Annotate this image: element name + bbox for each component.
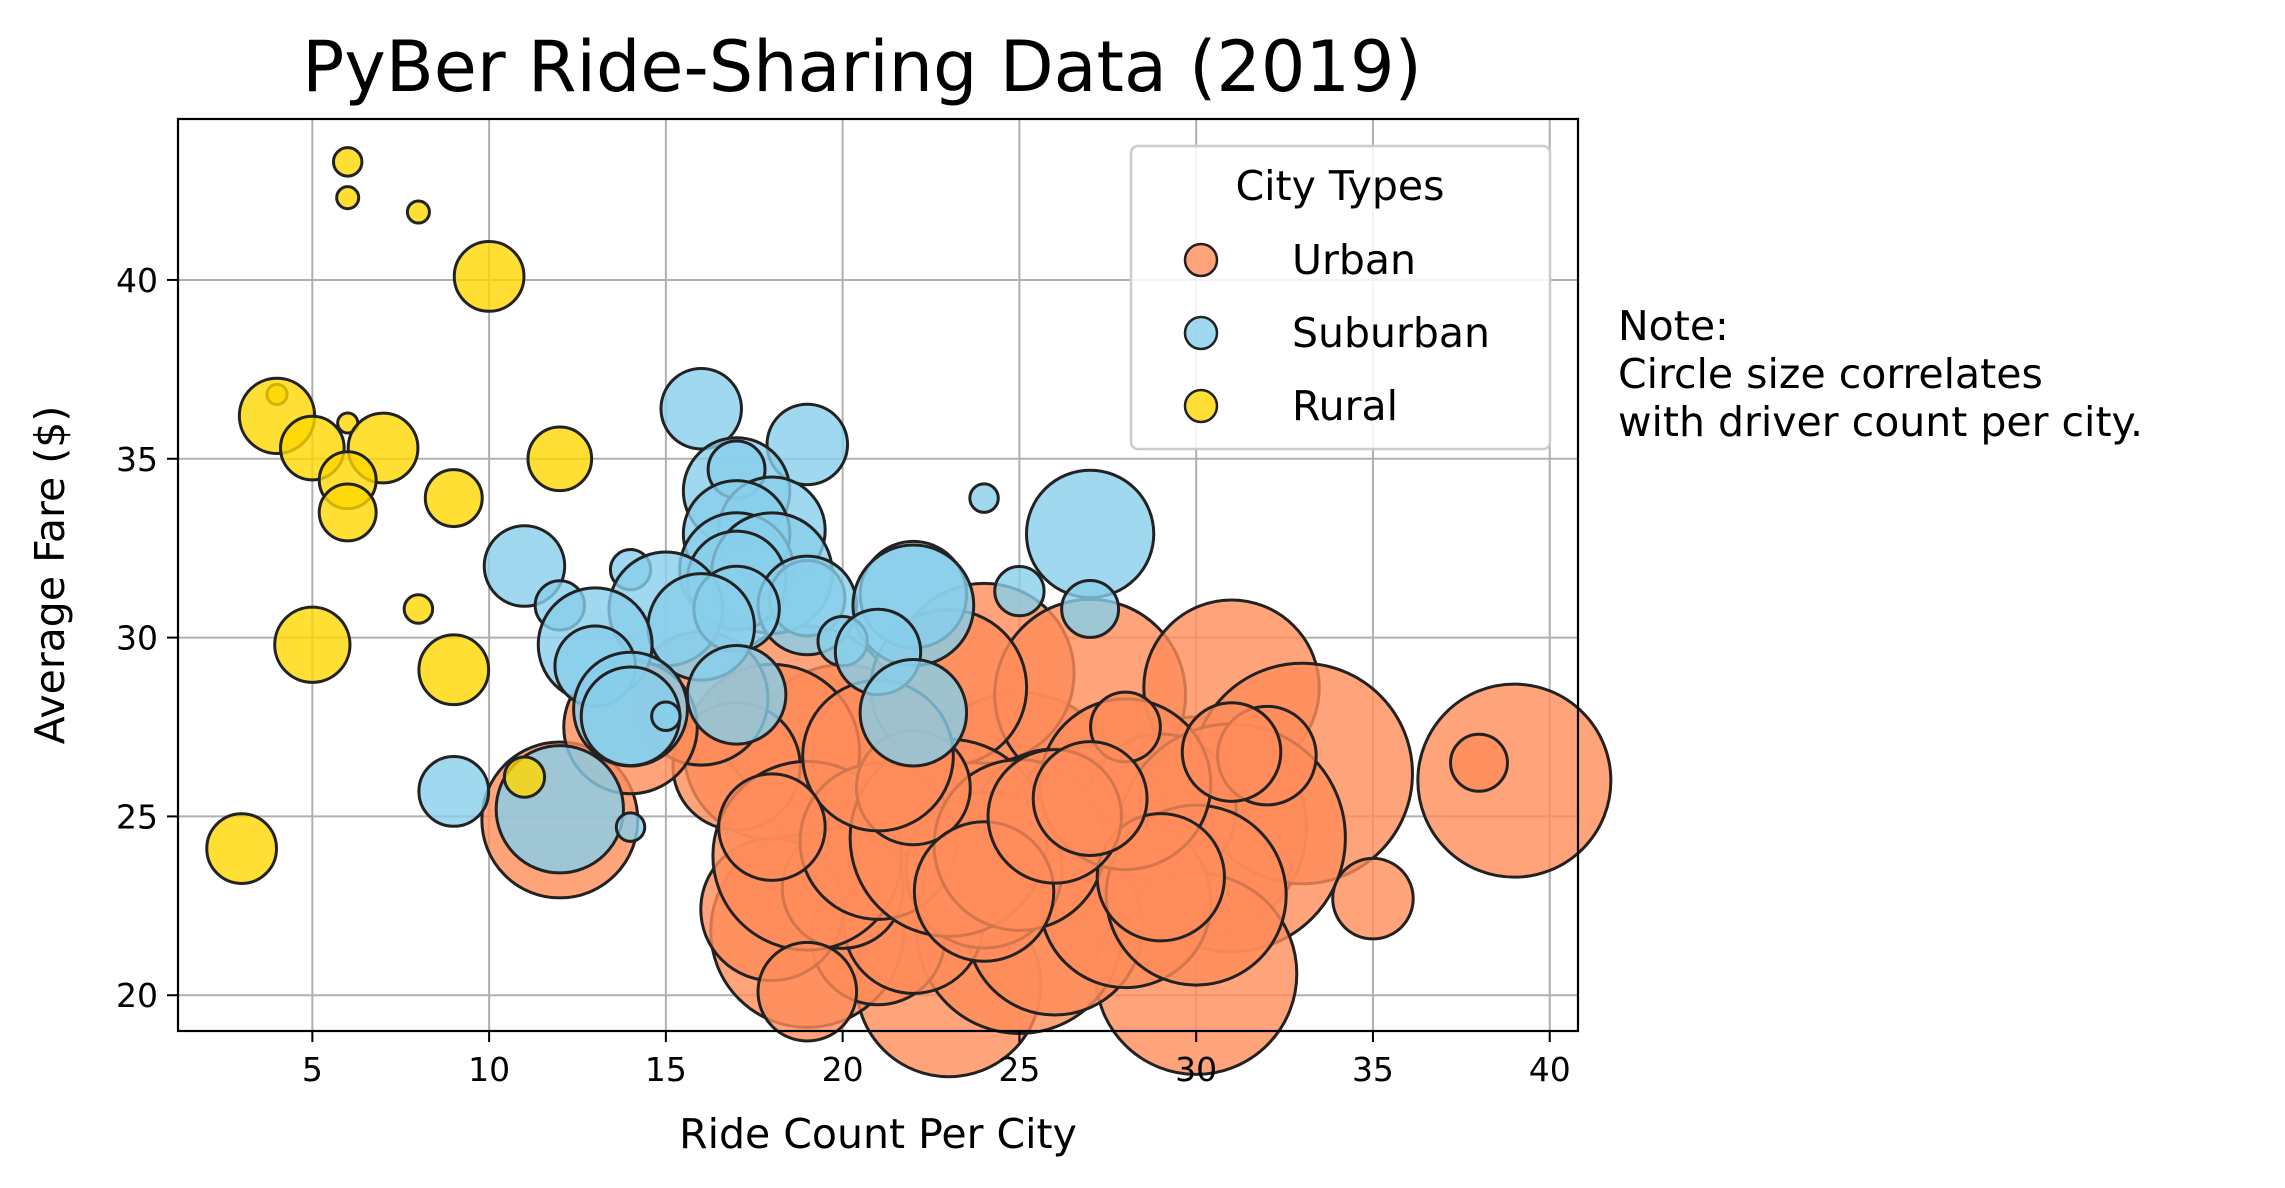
y-tick-label: 40 (116, 261, 158, 300)
series-rural (205, 146, 594, 885)
rural-point (402, 593, 435, 625)
x-tick-label: 20 (822, 1050, 864, 1089)
data-points (205, 146, 1613, 1079)
x-tick-label: 35 (1352, 1050, 1394, 1089)
rural-point (205, 812, 278, 885)
rural-point (335, 185, 361, 211)
urban-point (1331, 856, 1415, 941)
suburban-point (765, 402, 850, 487)
plot-frame (176, 117, 1580, 1033)
axis-ticks: 5 10 15 20 25 30 35 40 20 25 30 35 40 (116, 261, 1571, 1089)
y-axis-label: Average Fare ($) (26, 406, 74, 745)
urban-point (1095, 812, 1226, 943)
series-suburban (417, 366, 1156, 875)
suburban-point (614, 811, 647, 843)
legend-title: City Types (1236, 162, 1445, 210)
rural-point (273, 605, 352, 684)
legend-marker-urban (1183, 242, 1219, 278)
x-tick-label: 5 (302, 1050, 323, 1089)
x-tick-label: 10 (468, 1050, 510, 1089)
y-tick-label: 20 (116, 976, 158, 1015)
note-line-2: Circle size correlates (1618, 350, 2043, 398)
y-tick-label: 35 (116, 440, 158, 479)
urban-point (1031, 740, 1149, 857)
suburban-point (685, 644, 788, 746)
legend-label-rural: Rural (1292, 382, 1398, 430)
x-tick-label: 25 (998, 1050, 1040, 1089)
legend-label-urban: Urban (1292, 236, 1416, 284)
size-note: Note: Circle size correlates with driver… (1618, 302, 2143, 446)
rural-point (405, 199, 431, 225)
urban-point (756, 940, 859, 1043)
suburban-point (417, 755, 491, 828)
suburban-point (1060, 579, 1121, 639)
legend-box (1129, 144, 1552, 451)
legend-marker-rural (1183, 388, 1219, 424)
rural-point (417, 633, 491, 707)
suburban-point (650, 700, 682, 733)
x-tick-label: 40 (1529, 1050, 1571, 1089)
rural-point (331, 146, 364, 178)
suburban-point (659, 366, 743, 451)
rural-point (502, 755, 547, 799)
urban-point (1449, 732, 1509, 793)
note-line-3: with driver count per city. (1618, 398, 2143, 446)
urban-point (717, 772, 827, 882)
x-axis-label: Ride Count Per City (679, 1110, 1077, 1158)
series-urban (480, 581, 1613, 1079)
urban-point (1416, 682, 1613, 879)
rural-point (317, 482, 378, 543)
x-tick-label: 15 (645, 1050, 687, 1089)
y-tick-label: 30 (116, 619, 158, 658)
y-tick-label: 25 (116, 797, 158, 836)
urban-point (1180, 701, 1283, 803)
rural-point (526, 425, 594, 493)
rural-point (423, 468, 484, 529)
suburban-point (1024, 468, 1156, 600)
legend: City Types Urban Suburban Rural (1129, 144, 1552, 451)
legend-marker-suburban (1183, 315, 1219, 351)
x-tick-label: 30 (1175, 1050, 1217, 1089)
chart-title: PyBer Ride-Sharing Data (2019) (302, 26, 1422, 108)
suburban-point (858, 657, 969, 768)
rural-point (452, 240, 526, 313)
suburban-point (968, 482, 1000, 514)
suburban-point (993, 564, 1046, 618)
note-line-1: Note: (1618, 302, 1729, 350)
legend-label-suburban: Suburban (1292, 309, 1490, 357)
